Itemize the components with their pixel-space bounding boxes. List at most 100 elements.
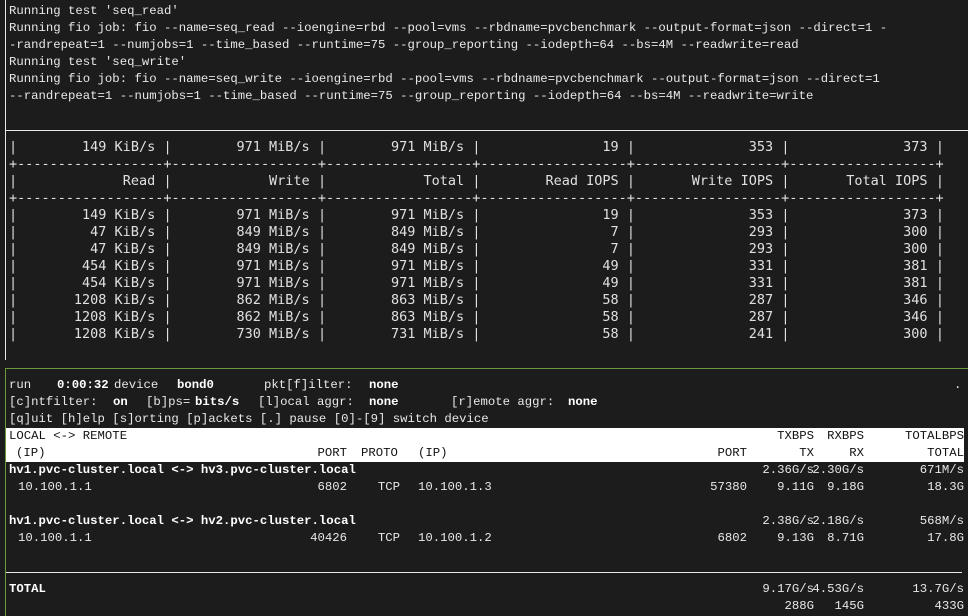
cell-border: | [781, 173, 790, 189]
header-totalbps: TOTALBPS [904, 429, 964, 443]
pane-border-active-left [5, 368, 6, 616]
table-cell: 47 KiB/s [90, 224, 156, 240]
cell-border: | [781, 275, 790, 291]
cell-border: | [472, 258, 481, 274]
protocol: TCP [377, 531, 400, 545]
table-cell: 293 [748, 241, 774, 257]
cell-border: | [781, 258, 790, 274]
table-cell: Write IOPS [691, 173, 774, 189]
table-row: | 47 KiB/s | 849 MiB/s | 849 MiB/s | 7 | 293 | 300 | [9, 224, 944, 241]
table-cell: 331 [748, 258, 774, 274]
table-cell: 381 [903, 258, 928, 274]
cell-border: | [317, 326, 327, 342]
table-cell: 7 [610, 224, 619, 240]
cell-border: | [317, 241, 327, 257]
cell-border: | [626, 258, 636, 274]
table-cell: Total IOPS [846, 173, 928, 189]
table-cell: 1208 KiB/s [73, 326, 156, 342]
log-line: --randrepeat=1 --numjobs=1 --time_based … [9, 89, 814, 103]
table-cell: 19 [602, 139, 619, 155]
cell-border: | [9, 309, 18, 325]
cell-border: | [935, 275, 944, 291]
header-txbps: TXBPS [777, 429, 814, 443]
remote-ip: 10.100.1.3 [418, 480, 492, 494]
table-cell: 849 MiB/s [236, 241, 310, 257]
table-cell: 971 MiB/s [390, 139, 465, 155]
cell-border: | [163, 292, 172, 308]
terminal-pane-benchmark-table[interactable]: | 149 KiB/s | 971 MiB/s | 971 MiB/s | 19 | 353 | 37… [0, 139, 968, 359]
table-cell: 971 MiB/s [390, 207, 465, 223]
header-title: LOCAL <-> REMOTE [9, 429, 128, 443]
log-line: Running fio job: fio --name=seq_read --i… [9, 21, 888, 35]
cell-border: | [935, 258, 944, 274]
table-cell: Read IOPS [545, 173, 619, 189]
cell-border: | [9, 224, 18, 240]
table-cell: 47 KiB/s [90, 241, 156, 257]
cell-border: | [472, 139, 481, 155]
connection-hosts: hv1.pvc-cluster.local <-> hv3.pvc-cluste… [9, 463, 356, 477]
connection-tx: 9.11G [777, 480, 814, 494]
table-row: | 454 KiB/s | 971 MiB/s | 971 MiB/s | 49 | 331 | 38… [9, 258, 944, 275]
local-port: 40426 [310, 531, 347, 545]
cell-border: | [935, 326, 944, 342]
terminal-pane-iptraf[interactable]: run 0:00:32 device bond0 pkt[f]ilter: no… [0, 377, 968, 616]
table-cell: 730 MiB/s [236, 326, 310, 342]
table-cell: 849 MiB/s [390, 241, 465, 257]
table-row: | 47 KiB/s | 849 MiB/s | 849 MiB/s | 7 | 293 | 300 | [9, 241, 944, 258]
log-line: Running fio job: fio --name=seq_write --… [9, 72, 880, 86]
total-divider [6, 572, 962, 573]
cell-border: | [163, 326, 172, 342]
header-rxbps: RXBPS [827, 429, 864, 443]
help-line: [q]uit [h]elp [s]orting [p]ackets [.] pa… [9, 412, 489, 426]
cell-border: | [317, 224, 327, 240]
cell-border: | [317, 275, 327, 291]
terminal-pane-fio-log[interactable]: Running test 'seq_read' Running fio job:… [0, 0, 968, 130]
cell-border: | [163, 258, 172, 274]
table-cell: 381 [903, 275, 928, 291]
table-row: | 454 KiB/s | 971 MiB/s | 971 MiB/s | 49 | 331 | 38… [9, 275, 944, 292]
total-total: 433G [934, 599, 964, 613]
header-rx: RX [849, 446, 864, 460]
table-cell: 849 MiB/s [390, 224, 465, 240]
table-cell: 454 KiB/s [82, 258, 156, 274]
connection-rxbps: 2.30G/s [812, 463, 864, 477]
cell-border: | [9, 275, 18, 291]
table-cell: 287 [748, 309, 774, 325]
cell-border: | [317, 309, 327, 325]
log-line: -randrepeat=1 --numjobs=1 --time_based -… [9, 38, 799, 52]
remote-port: 57380 [710, 480, 747, 494]
table-cell: 346 [903, 309, 928, 325]
cell-border: | [9, 139, 18, 155]
protocol: TCP [377, 480, 400, 494]
table-separator: +------------------+------------------+-… [9, 156, 944, 172]
table-cell: 58 [602, 309, 619, 325]
cell-border: | [472, 292, 481, 308]
table-cell: 971 MiB/s [236, 139, 310, 155]
cell-border: | [9, 173, 18, 189]
cell-border: | [472, 241, 481, 257]
total-label: TOTAL [9, 582, 46, 596]
cell-border: | [163, 275, 172, 291]
cell-border: | [781, 139, 790, 155]
remote-aggr-value: none [568, 395, 598, 409]
cell-border: | [317, 207, 327, 223]
table-cell: 1208 KiB/s [73, 309, 156, 325]
cell-border: | [626, 139, 636, 155]
local-aggr-value: none [369, 395, 399, 409]
summary-row: | 149 KiB/s | 971 MiB/s | 971 MiB/s | 19 | 353 | 37… [9, 139, 944, 156]
bps-value: bits/s [195, 395, 240, 409]
table-cell: Write [269, 173, 310, 189]
log-line: Running test 'seq_read' [9, 4, 179, 18]
cell-border: | [626, 224, 636, 240]
table-cell: 863 MiB/s [390, 309, 465, 325]
table-row: | 1208 KiB/s | 862 MiB/s | 863 MiB/s | 58 | 287 | 3… [9, 292, 944, 309]
table-cell: 971 MiB/s [390, 258, 465, 274]
pane-border-active [5, 368, 968, 369]
table-cell: 373 [903, 207, 928, 223]
table-cell: 971 MiB/s [236, 258, 310, 274]
connection-hosts: hv1.pvc-cluster.local <-> hv2.pvc-cluste… [9, 514, 356, 528]
pane-border-top [5, 130, 968, 131]
connection-txbps: 2.36G/s [762, 463, 814, 477]
table-cell: 58 [602, 326, 619, 342]
table-cell: 346 [903, 292, 928, 308]
